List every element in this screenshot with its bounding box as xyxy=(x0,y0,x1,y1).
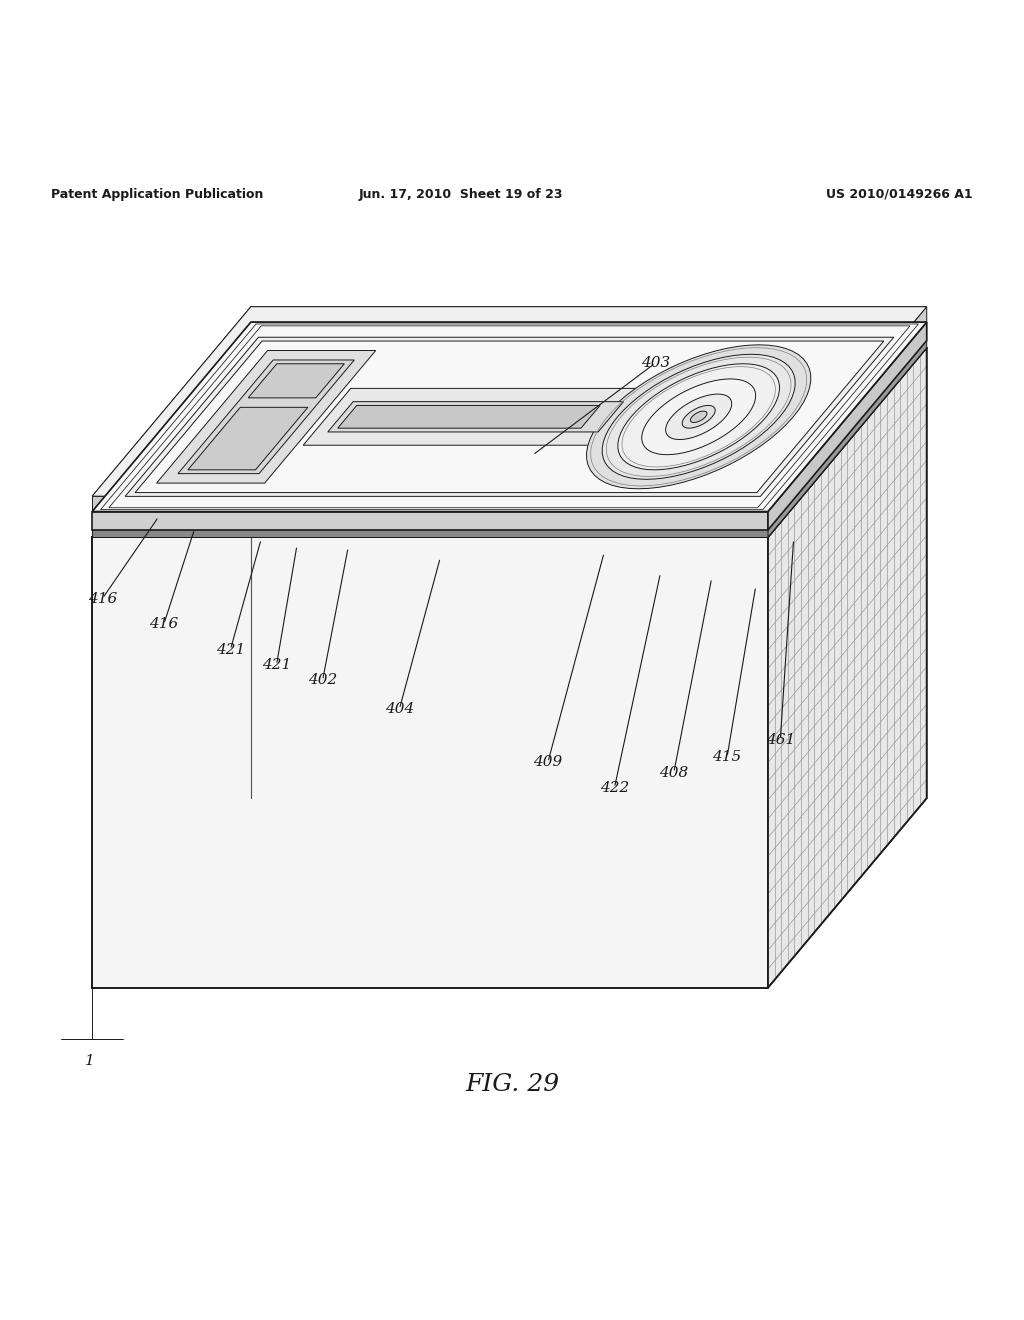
Polygon shape xyxy=(768,322,927,529)
Text: 404: 404 xyxy=(385,702,414,717)
Text: 416: 416 xyxy=(150,618,178,631)
Polygon shape xyxy=(248,364,344,397)
Polygon shape xyxy=(135,341,884,492)
Polygon shape xyxy=(157,351,376,483)
Polygon shape xyxy=(92,537,768,987)
Polygon shape xyxy=(642,379,756,454)
Text: 416: 416 xyxy=(88,591,117,606)
Polygon shape xyxy=(92,496,768,512)
Polygon shape xyxy=(92,306,927,496)
Polygon shape xyxy=(125,337,894,496)
Polygon shape xyxy=(303,388,669,445)
Text: 421: 421 xyxy=(216,643,245,657)
Polygon shape xyxy=(178,360,354,474)
Polygon shape xyxy=(768,306,927,512)
Text: 1: 1 xyxy=(85,1055,95,1068)
Text: 422: 422 xyxy=(600,781,629,795)
Polygon shape xyxy=(682,405,715,428)
Text: 421: 421 xyxy=(262,659,291,672)
Polygon shape xyxy=(768,322,927,537)
Polygon shape xyxy=(92,306,927,496)
Text: 402: 402 xyxy=(308,673,337,688)
Text: 415: 415 xyxy=(713,750,741,764)
Polygon shape xyxy=(328,401,624,432)
Polygon shape xyxy=(338,405,600,428)
Polygon shape xyxy=(602,354,795,479)
Text: US 2010/0149266 A1: US 2010/0149266 A1 xyxy=(826,187,973,201)
Polygon shape xyxy=(92,512,768,529)
Polygon shape xyxy=(92,347,927,537)
Text: 409: 409 xyxy=(534,755,562,770)
Polygon shape xyxy=(92,322,927,512)
Polygon shape xyxy=(617,364,779,470)
Text: 461: 461 xyxy=(766,733,795,747)
Text: Jun. 17, 2010  Sheet 19 of 23: Jun. 17, 2010 Sheet 19 of 23 xyxy=(358,187,563,201)
Text: FIG. 29: FIG. 29 xyxy=(465,1073,559,1097)
Polygon shape xyxy=(188,408,308,470)
Polygon shape xyxy=(92,512,768,537)
Polygon shape xyxy=(768,347,927,987)
Polygon shape xyxy=(666,395,732,440)
Polygon shape xyxy=(690,411,707,422)
Text: 403: 403 xyxy=(641,356,670,370)
Text: Patent Application Publication: Patent Application Publication xyxy=(51,187,263,201)
Polygon shape xyxy=(587,345,811,488)
Text: 408: 408 xyxy=(659,766,688,780)
Polygon shape xyxy=(92,322,927,512)
